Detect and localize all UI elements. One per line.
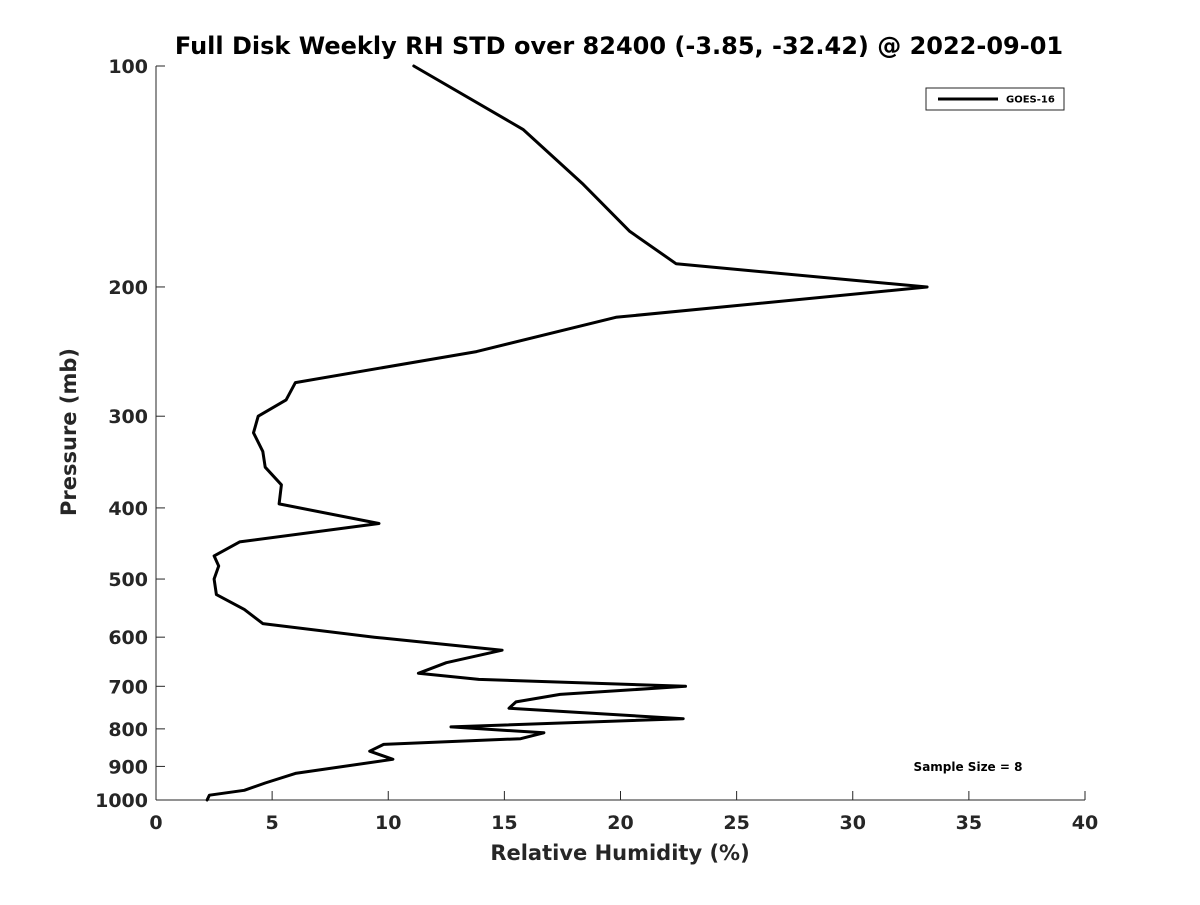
x-tick-label: 20 — [607, 812, 633, 834]
y-tick-label: 300 — [108, 406, 148, 428]
x-tick-label: 5 — [266, 812, 279, 834]
x-tick-label: 0 — [149, 812, 162, 834]
legend-label-goes-16: GOES-16 — [1006, 95, 1055, 106]
y-tick-label: 600 — [108, 627, 148, 649]
y-tick-label: 100 — [108, 56, 148, 78]
x-tick-label: 10 — [375, 812, 401, 834]
legend: GOES-16 — [925, 87, 1065, 111]
sample-size-annotation: Sample Size = 8 — [914, 760, 1023, 774]
y-axis: 100 200 300 400 500 600 700 800 900 1000 — [95, 56, 165, 812]
x-tick-label: 35 — [956, 812, 982, 834]
y-tick-label: 700 — [108, 676, 148, 698]
y-axis-label: Pressure (mb) — [57, 348, 81, 516]
x-tick-label: 15 — [491, 812, 517, 834]
x-axis: 0 5 10 15 20 25 30 35 40 — [149, 791, 1098, 834]
y-tick-label: 400 — [108, 498, 148, 520]
chart-title: Full Disk Weekly RH STD over 82400 (-3.8… — [175, 32, 1063, 60]
series-layer — [205, 64, 929, 802]
x-tick-label: 30 — [840, 812, 866, 834]
x-axis-label: Relative Humidity (%) — [490, 841, 749, 865]
y-tick-label: 200 — [108, 277, 148, 299]
y-tick-label: 1000 — [95, 790, 148, 812]
series-line-goes-16 — [205, 64, 929, 802]
x-tick-label: 40 — [1072, 812, 1098, 834]
x-tick-label: 25 — [723, 812, 749, 834]
y-tick-label: 900 — [108, 756, 148, 778]
y-tick-label: 500 — [108, 569, 148, 591]
y-tick-label: 800 — [108, 719, 148, 741]
